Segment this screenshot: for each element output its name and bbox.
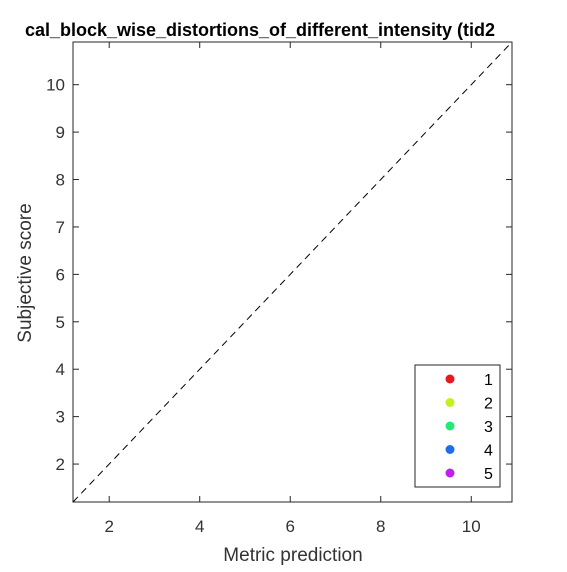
y-tick-label: 10 [46,76,65,95]
legend-marker [445,445,455,454]
y-axis-label: Subjective score [15,203,36,342]
x-tick-label: 4 [195,517,204,536]
legend-box [414,364,501,488]
x-tick-label: 2 [104,517,113,536]
y-tick-label: 6 [56,265,65,284]
x-axis-label: Metric prediction [223,545,362,566]
legend-marker [445,398,455,407]
y-tick-label: 5 [56,313,65,332]
legend-marker [445,421,455,431]
x-tick-label: 8 [376,517,385,536]
legend-entry-label: 5 [484,466,493,483]
y-tick-label: 4 [56,360,65,379]
y-tick-label: 7 [56,218,65,237]
x-tick-label: 10 [462,517,481,536]
chart-title: cal_block_wise_distortions_of_different_… [25,20,495,40]
y-tick-label: 8 [56,171,65,190]
y-tick-label: 3 [56,408,65,427]
x-tick-label: 6 [286,517,295,536]
legend-marker [445,374,455,384]
y-tick-label: 9 [56,123,65,142]
plot-area: 2 4 6 8 10 2 3 4 5 6 7 8 9 10 1 2 3 4 5 [46,41,513,536]
diagonal-reference-line [72,41,513,503]
legend-marker [445,468,455,478]
legend-entry-label: 2 [484,396,493,413]
legend-entry-label: 1 [484,372,493,389]
legend-entry-label: 3 [484,419,493,436]
legend-entry-label: 4 [484,443,493,460]
y-tick-label: 2 [56,455,65,474]
